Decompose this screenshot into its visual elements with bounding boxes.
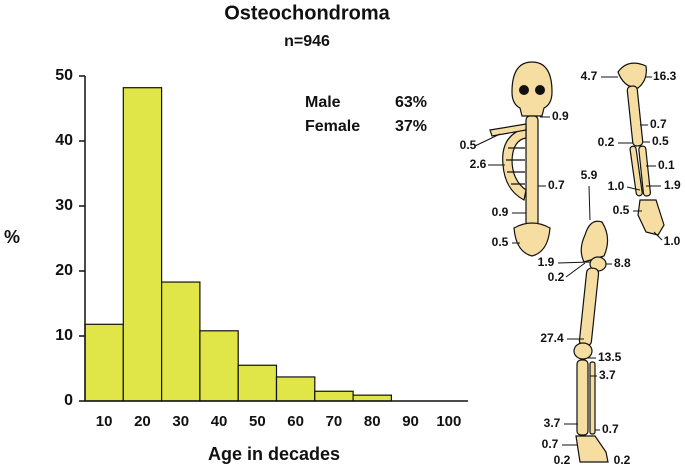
skeleton-label: 13.5 [598,350,622,364]
y-tick-label: 20 [55,262,73,279]
skeleton-label: 27.4 [540,331,564,345]
x-tick-label: 70 [326,413,343,430]
chart-subtitle: n=946 [284,33,330,50]
bar [314,390,354,402]
skeleton-label: 8.8 [614,256,631,270]
x-tick-label: 40 [211,413,228,430]
skeleton-label: 0.7 [602,422,619,436]
bar [161,281,201,402]
y-tick-label: 50 [55,67,73,84]
bar [352,394,393,402]
skeleton-label: 0.1 [658,158,675,172]
x-tick-label: 20 [134,413,151,430]
skeleton-label: 0.7 [548,178,565,192]
skeleton-label: 4.7 [581,69,598,83]
y-tick-label: 0 [64,392,73,409]
x-tick-label: 90 [402,413,419,430]
annotation: Male [305,94,341,111]
bar [84,323,124,402]
skeleton-label: 0.5 [492,235,509,249]
skeleton-label: 16.3 [653,69,677,83]
y-axis-label: % [4,227,20,247]
skeleton-label: 0.2 [548,270,565,284]
skeleton-label: 1.9 [538,255,555,269]
x-tick-label: 30 [172,413,189,430]
annotation: Female [305,118,360,135]
skeleton-label: 0.9 [492,205,509,219]
bar [199,330,239,402]
chart-title: Osteochondroma [224,2,390,24]
skeleton-label: 0.5 [613,203,630,217]
skeleton-label: 5.9 [581,168,598,182]
x-tick-label: 80 [364,413,381,430]
skeleton-label: 0.2 [598,135,615,149]
y-tick-label: 30 [55,197,73,214]
skeleton-label: 0.9 [552,109,569,123]
bar [122,87,163,402]
skeleton-label: 2.6 [470,157,487,171]
skeleton-label: 1.0 [664,234,681,248]
skeleton-label: 3.7 [544,416,561,430]
skeleton-label: 1.0 [608,179,625,193]
skeleton-label: 0.5 [460,138,477,152]
x-axis-label: Age in decades [208,444,340,464]
skeleton-label: 0.2 [614,453,631,467]
skeleton-illustration [474,61,665,463]
y-tick-label: 10 [55,327,73,344]
annotation: 37% [395,118,427,135]
bar [275,376,316,402]
skeleton-label: 0.5 [652,134,669,148]
skeleton-label: 0.7 [650,117,667,131]
x-tick-label: 50 [249,413,266,430]
annotation: 63% [395,94,427,111]
skeleton-label: 1.9 [664,178,681,192]
bar [237,364,278,402]
skeleton-label: 3.7 [599,368,616,382]
x-tick-label: 100 [436,413,461,430]
skeleton-label: 0.2 [554,453,571,467]
x-tick-label: 10 [96,413,113,430]
y-tick-label: 40 [55,132,73,149]
skeleton-label: 0.7 [542,437,559,451]
x-tick-label: 60 [287,413,304,430]
